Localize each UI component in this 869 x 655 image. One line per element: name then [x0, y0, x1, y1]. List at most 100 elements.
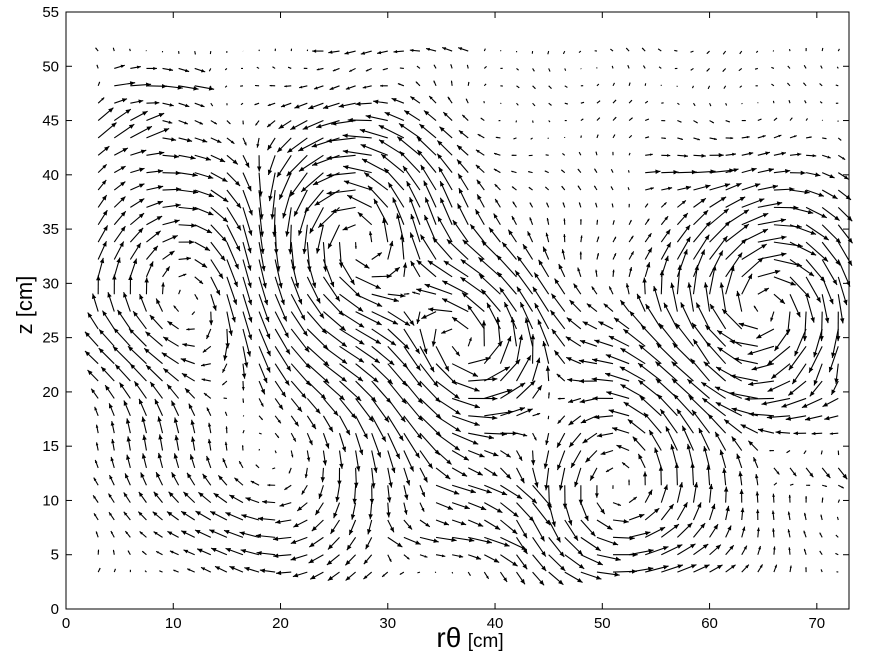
vector-arrow: [610, 48, 614, 52]
vector-arrow: [773, 564, 778, 573]
vector-arrow: [725, 209, 750, 226]
vector-arrow: [350, 502, 357, 520]
vector-arrow: [323, 311, 347, 332]
vector-arrow: [578, 151, 582, 156]
vector-arrow: [820, 514, 823, 521]
vector-arrow: [178, 154, 196, 160]
vector-arrow: [530, 334, 536, 364]
vector-arrow: [241, 381, 245, 391]
vector-arrow: [162, 120, 173, 124]
x-axis-label-unit: [cm]: [468, 631, 504, 652]
vector-arrow: [580, 85, 584, 87]
vector-arrow: [162, 219, 180, 226]
vector-arrow: [695, 302, 711, 330]
vector-arrow: [149, 381, 163, 399]
vector-arrow: [323, 293, 344, 316]
vector-arrow: [438, 166, 453, 191]
vector-arrow: [409, 48, 421, 53]
vector-arrow: [300, 172, 324, 193]
vector-arrow: [113, 225, 126, 243]
vector-arrow: [681, 425, 694, 451]
vector-arrow: [500, 431, 518, 436]
vector-arrow: [507, 229, 517, 243]
vector-arrow: [569, 299, 582, 312]
vector-arrow: [837, 206, 853, 222]
vector-arrow: [837, 224, 853, 244]
vector-arrow: [637, 362, 662, 382]
vector-arrow: [580, 219, 582, 225]
vector-arrow: [361, 158, 389, 174]
vector-arrow: [564, 102, 568, 105]
vector-arrow: [755, 491, 760, 503]
vector-arrow: [789, 117, 793, 121]
vector-arrow: [363, 554, 373, 565]
vector-arrow: [391, 97, 405, 104]
vector-arrow: [529, 217, 534, 225]
vector-arrow: [676, 501, 688, 521]
vector-arrow: [178, 273, 187, 278]
vector-arrow: [755, 85, 758, 87]
y-tick-label: 50: [42, 58, 59, 75]
vector-arrow: [195, 510, 212, 521]
vector-arrow: [691, 409, 711, 434]
vector-arrow: [223, 397, 227, 399]
vector-arrow: [274, 346, 292, 372]
vector-arrow: [813, 363, 823, 386]
vector-arrow: [226, 172, 241, 187]
vector-arrow: [258, 398, 264, 407]
vector-arrow: [629, 566, 654, 573]
vector-arrow: [687, 378, 710, 399]
vector-arrow: [202, 345, 212, 353]
vector-arrow: [354, 467, 359, 488]
vector-arrow: [645, 565, 669, 573]
vector-arrow: [484, 431, 507, 437]
vector-arrow: [365, 114, 388, 122]
vector-arrow: [621, 461, 630, 469]
vector-arrow: [452, 536, 475, 543]
vector-arrow: [96, 64, 99, 69]
vector-arrow: [157, 452, 164, 469]
vector-arrow: [595, 202, 598, 208]
vector-arrow: [110, 421, 115, 434]
vector-arrow: [805, 172, 821, 177]
vector-arrow: [500, 67, 503, 69]
vector-arrow: [435, 467, 451, 480]
vector-arrow: [194, 529, 212, 538]
vector-arrow: [451, 397, 481, 409]
vector-arrow: [95, 47, 99, 52]
vector-arrow: [290, 554, 308, 561]
vector-arrow: [503, 301, 517, 330]
vector-arrow: [757, 428, 775, 434]
vector-arrow: [676, 212, 689, 226]
vector-arrow: [788, 547, 791, 555]
vector-arrow: [628, 513, 645, 521]
vector-arrow: [741, 198, 765, 208]
vector-arrow: [747, 345, 775, 356]
vector-arrow: [104, 384, 115, 399]
vector-arrow: [709, 544, 722, 556]
vector-arrow: [267, 155, 276, 176]
vector-arrow: [210, 120, 218, 125]
x-tick-label: 60: [701, 615, 718, 632]
vector-arrow: [419, 346, 435, 373]
vector-arrow: [772, 493, 775, 503]
vector-arrow: [140, 472, 147, 486]
vector-arrow: [329, 85, 340, 91]
vector-arrow: [266, 120, 276, 128]
vector-arrow: [128, 328, 147, 347]
vector-arrow: [580, 135, 582, 139]
vector-arrow: [819, 550, 823, 556]
vector-arrow: [642, 65, 646, 69]
vector-arrow: [306, 450, 311, 462]
vector-arrow: [562, 152, 566, 156]
vector-arrow: [600, 449, 614, 455]
x-axis-label: rθ [cm]: [436, 622, 503, 653]
vector-arrow: [748, 380, 774, 387]
vector-arrow: [773, 224, 802, 229]
vector-arrow: [693, 564, 710, 573]
vector-arrow: [596, 117, 601, 121]
vector-arrow: [93, 513, 99, 521]
y-axis-label: z [cm]: [12, 276, 37, 335]
vector-arrow: [803, 548, 807, 555]
vector-arrow: [500, 450, 512, 458]
